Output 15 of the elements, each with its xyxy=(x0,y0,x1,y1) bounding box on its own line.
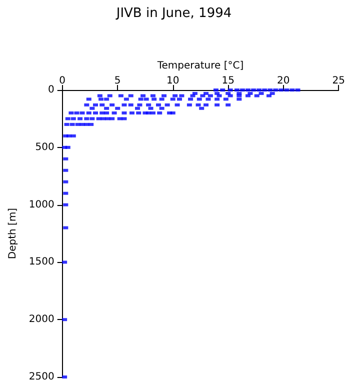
x-tick-label: 25 xyxy=(332,76,346,86)
y-tick-label: 1500 xyxy=(28,256,54,268)
x-tick-label: 10 xyxy=(166,76,180,86)
y-axis-title: Depth [m] xyxy=(8,208,18,260)
y-tick-label: 2000 xyxy=(28,314,54,326)
x-tick-label: 15 xyxy=(222,76,234,86)
y-tick-label: 1000 xyxy=(28,199,54,210)
x-axis-title: Temperature [°C] xyxy=(156,60,244,72)
x-tick-label: 5 xyxy=(114,76,121,86)
y-tick-label: 500 xyxy=(35,142,54,153)
chart-title: JIVB in June, 1994 xyxy=(115,6,232,21)
x-tick-label: 20 xyxy=(277,76,290,86)
x-tick-label: 0 xyxy=(59,76,66,86)
y-tick-label: 0 xyxy=(48,84,54,96)
y-tick-label: 2500 xyxy=(28,372,54,382)
